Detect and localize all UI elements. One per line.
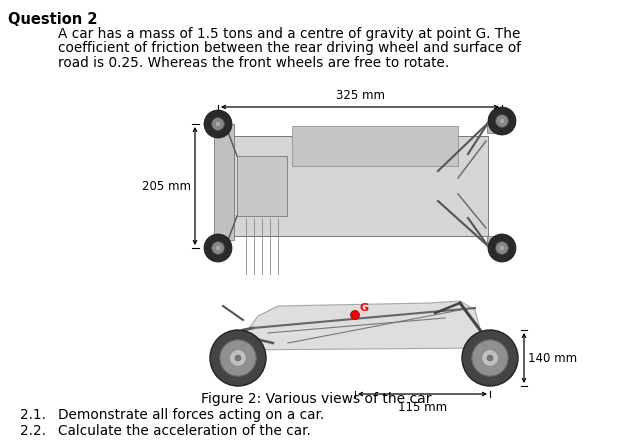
Circle shape [220, 340, 256, 376]
Bar [487, 123, 499, 133]
Text: 140 mm: 140 mm [528, 352, 577, 365]
Ellipse shape [215, 245, 221, 251]
Text: 2.1.: 2.1. [20, 408, 46, 422]
Text: Demonstrate all forces acting on a car.: Demonstrate all forces acting on a car. [58, 408, 324, 422]
Text: Calculate the acceleration of the car.: Calculate the acceleration of the car. [58, 424, 311, 438]
Ellipse shape [496, 242, 508, 254]
Polygon shape [233, 301, 485, 350]
Text: 115 mm: 115 mm [398, 401, 447, 414]
Bar [214, 124, 234, 240]
Circle shape [472, 340, 508, 376]
Circle shape [482, 349, 498, 366]
Bar [487, 236, 499, 246]
Ellipse shape [204, 234, 232, 262]
Ellipse shape [496, 115, 508, 127]
Text: 205 mm: 205 mm [142, 179, 191, 193]
Ellipse shape [488, 234, 516, 262]
Bar [237, 156, 287, 216]
Text: 325 mm: 325 mm [335, 89, 384, 102]
Text: 2.2.: 2.2. [20, 424, 46, 438]
Ellipse shape [211, 242, 224, 254]
Circle shape [230, 349, 246, 366]
Circle shape [210, 330, 266, 386]
Text: road is 0.25. Whereas the front wheels are free to rotate.: road is 0.25. Whereas the front wheels a… [58, 56, 449, 70]
Text: G: G [360, 303, 369, 313]
Text: A car has a mass of 1.5 tons and a centre of gravity at point G. The: A car has a mass of 1.5 tons and a centr… [58, 27, 520, 41]
Text: coefficient of friction between the rear driving wheel and surface of: coefficient of friction between the rear… [58, 41, 521, 56]
Circle shape [487, 355, 493, 361]
Ellipse shape [488, 107, 516, 135]
Ellipse shape [204, 110, 232, 138]
Text: Figure 2: Various views of the car: Figure 2: Various views of the car [201, 392, 431, 406]
Ellipse shape [499, 245, 505, 251]
Bar [292, 126, 458, 166]
Circle shape [462, 330, 518, 386]
Circle shape [235, 355, 241, 361]
Circle shape [351, 310, 360, 320]
Bar [232, 136, 488, 236]
Ellipse shape [499, 118, 505, 124]
Ellipse shape [215, 121, 221, 127]
Ellipse shape [211, 118, 224, 130]
Text: Question 2: Question 2 [8, 12, 97, 27]
